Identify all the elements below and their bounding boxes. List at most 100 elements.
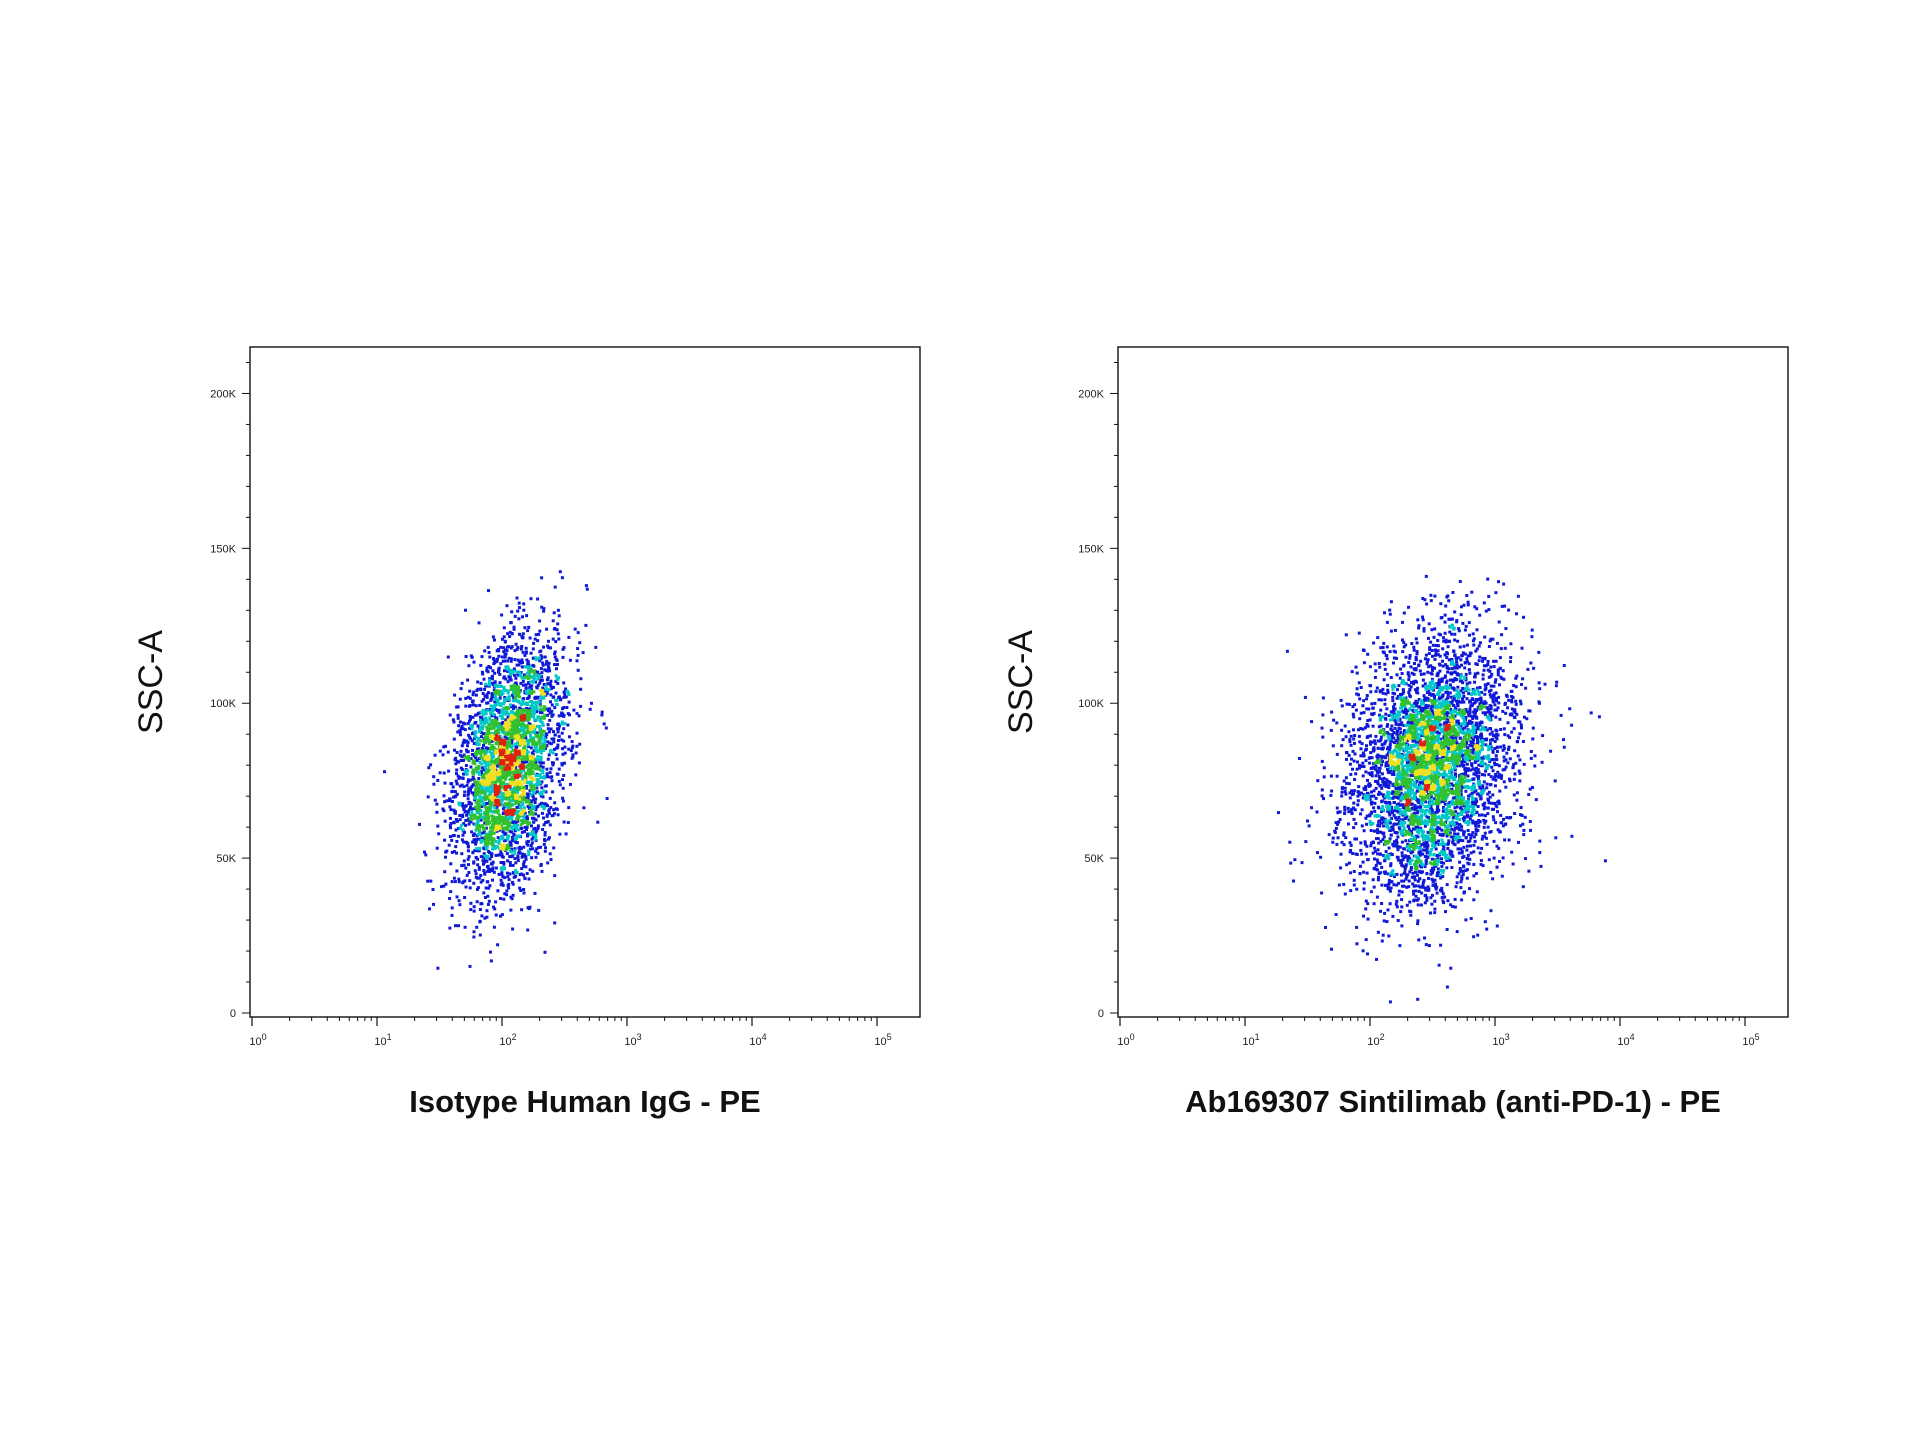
data-point	[489, 950, 492, 954]
data-point	[482, 749, 486, 753]
data-point	[1407, 818, 1411, 822]
data-point	[493, 699, 497, 703]
data-point	[1434, 648, 1437, 652]
data-point	[508, 717, 512, 720]
data-point	[522, 806, 526, 810]
data-point	[604, 726, 608, 730]
data-point	[526, 832, 530, 836]
data-point	[1358, 763, 1361, 767]
data-point	[498, 826, 502, 830]
data-point	[499, 861, 503, 864]
data-point	[472, 660, 476, 664]
data-point	[511, 882, 515, 886]
data-point	[1385, 645, 1389, 649]
data-point	[471, 731, 475, 735]
data-point	[497, 670, 500, 674]
data-point	[526, 677, 530, 681]
data-point	[1493, 801, 1497, 805]
data-point	[1474, 789, 1478, 792]
data-point	[1453, 677, 1457, 681]
data-point	[1351, 749, 1355, 753]
data-point	[1416, 879, 1420, 883]
data-point	[1427, 816, 1430, 820]
data-point	[499, 878, 503, 882]
data-point	[463, 722, 467, 726]
data-point	[535, 790, 539, 794]
data-point	[547, 753, 551, 757]
data-point	[567, 635, 571, 639]
data-point	[530, 809, 533, 813]
data-point	[494, 749, 498, 753]
data-point	[471, 693, 475, 697]
data-point	[1507, 747, 1510, 751]
data-point	[1444, 663, 1448, 667]
data-point	[1419, 659, 1423, 663]
data-point	[1436, 639, 1440, 642]
data-point	[543, 838, 547, 842]
data-point	[1465, 643, 1469, 647]
data-point	[502, 759, 506, 763]
data-point	[538, 656, 541, 660]
data-point	[1492, 818, 1496, 822]
data-point	[1447, 658, 1451, 662]
data-point	[549, 711, 553, 714]
data-point	[552, 685, 555, 689]
data-point	[1340, 704, 1344, 708]
data-point	[475, 743, 479, 747]
data-point	[1414, 637, 1418, 641]
data-point	[1488, 760, 1492, 763]
data-point	[506, 771, 510, 775]
data-point	[526, 629, 530, 633]
data-point	[1520, 726, 1523, 730]
data-point	[1404, 655, 1408, 659]
data-point	[538, 702, 542, 706]
data-point	[1453, 905, 1457, 909]
data-point	[1442, 901, 1446, 905]
data-point	[1366, 652, 1370, 656]
data-point	[545, 678, 549, 682]
data-point	[1355, 692, 1359, 696]
data-point	[527, 745, 531, 748]
data-point	[1435, 754, 1439, 758]
data-point	[1352, 759, 1356, 763]
data-point	[1365, 844, 1369, 848]
data-point	[1459, 700, 1463, 704]
data-point	[1350, 757, 1353, 761]
data-point	[508, 844, 512, 848]
data-point	[468, 696, 472, 700]
data-point	[513, 688, 517, 692]
data-point	[474, 753, 478, 757]
data-point	[578, 641, 582, 645]
data-point	[494, 853, 498, 857]
data-point	[532, 723, 536, 727]
data-point	[1504, 785, 1508, 789]
data-point	[460, 838, 464, 842]
data-point	[534, 761, 538, 765]
data-point	[451, 785, 455, 789]
data-point	[540, 576, 544, 580]
data-point	[1541, 734, 1545, 738]
data-point	[486, 833, 489, 837]
data-point	[1400, 840, 1404, 844]
data-point	[519, 889, 523, 892]
data-point	[461, 828, 465, 832]
data-point	[1331, 744, 1335, 748]
data-point	[1522, 828, 1526, 832]
data-point	[481, 758, 485, 762]
data-point	[553, 801, 557, 805]
data-point	[1495, 805, 1499, 809]
data-point	[1453, 806, 1457, 810]
data-point	[555, 659, 559, 662]
data-point	[532, 816, 536, 820]
data-point	[513, 705, 517, 709]
data-point	[1335, 774, 1339, 778]
data-point	[1487, 645, 1491, 648]
data-point	[1478, 655, 1482, 659]
data-point	[530, 680, 534, 684]
data-point	[562, 713, 566, 717]
data-point	[528, 707, 532, 711]
data-point	[485, 909, 489, 913]
data-point	[536, 670, 540, 674]
data-point	[1445, 928, 1449, 931]
data-point	[505, 737, 509, 741]
